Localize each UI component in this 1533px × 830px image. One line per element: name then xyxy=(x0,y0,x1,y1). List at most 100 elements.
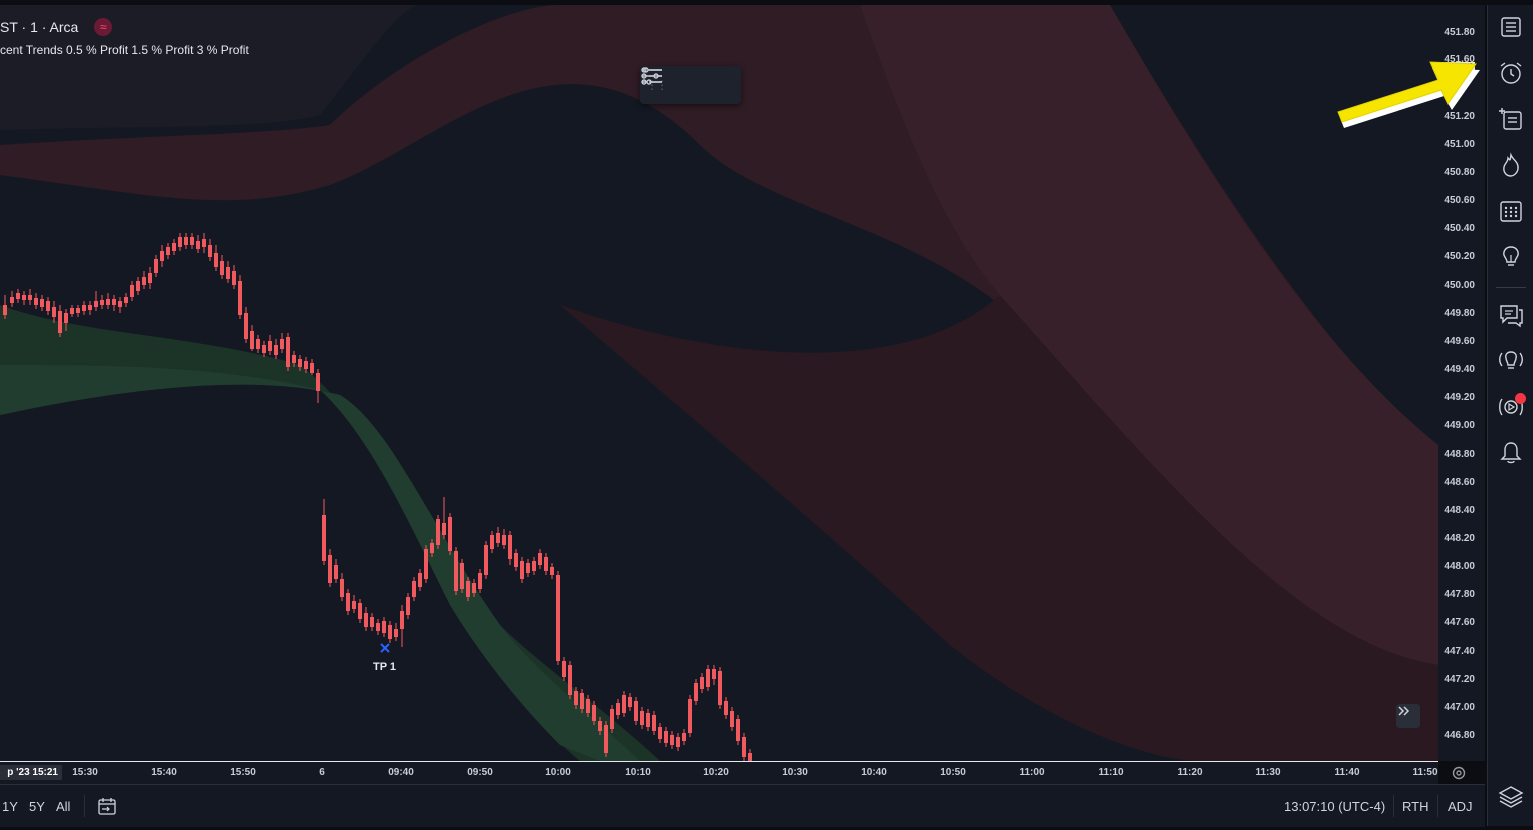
alerts-button[interactable] xyxy=(1493,55,1529,91)
chart-drawing xyxy=(0,5,1438,761)
time-axis[interactable]: p '23 15:21 15:30 15:40 15:50 6 09:40 09:50 10… xyxy=(0,761,1438,784)
hotlist-button[interactable] xyxy=(1493,147,1529,183)
candle-body xyxy=(538,553,542,565)
candle-body xyxy=(280,339,284,349)
adjust-button[interactable]: ADJ xyxy=(1448,799,1473,814)
time-tick-label: 11:50 xyxy=(1412,767,1438,778)
object-tree-panel-button[interactable] xyxy=(1493,779,1529,815)
time-tick-label: 10:00 xyxy=(545,767,571,778)
candle-body xyxy=(40,299,44,307)
candle-body xyxy=(748,753,752,761)
ideas-stream-icon xyxy=(1499,351,1523,369)
candle-body xyxy=(250,331,254,349)
candle-body xyxy=(142,277,146,285)
candle-body xyxy=(574,691,578,705)
time-tick-label: 15:40 xyxy=(151,767,177,778)
price-tick-label: 451.80 xyxy=(1444,27,1475,38)
symbol-legend[interactable]: ST · 1 · Arca ≈ xyxy=(0,18,113,36)
candle-body xyxy=(490,535,494,549)
axis-settings-button[interactable] xyxy=(1450,764,1470,782)
candle-body xyxy=(412,581,416,597)
range-all-button[interactable]: All xyxy=(56,799,71,814)
red-trend-band-lower xyxy=(560,295,1438,761)
ideas-stream-button[interactable] xyxy=(1493,343,1529,379)
candle-body xyxy=(10,297,14,303)
scroll-to-realtime-button[interactable] xyxy=(1396,704,1420,728)
candle-body xyxy=(550,567,554,575)
candle-body xyxy=(154,259,158,273)
candle-body xyxy=(652,715,656,731)
object-tree-button[interactable] xyxy=(641,67,736,99)
candle-body xyxy=(304,361,308,369)
time-tick-label: 10:40 xyxy=(861,767,887,778)
candle-body xyxy=(670,735,674,745)
streams-button[interactable] xyxy=(1493,389,1529,425)
candle-body xyxy=(46,301,50,311)
green-trend-band-inner xyxy=(0,365,640,761)
candle-body xyxy=(544,557,548,571)
time-tick-label: 11:40 xyxy=(1334,767,1360,778)
symbol-title[interactable]: ST · 1 · Arca xyxy=(0,19,79,35)
price-tick-label: 449.40 xyxy=(1444,364,1475,375)
double-chevron-right-icon xyxy=(1398,706,1410,716)
red-top-strip xyxy=(0,5,420,130)
goto-date-button[interactable] xyxy=(96,796,118,816)
candle-body xyxy=(262,345,266,353)
divider xyxy=(1496,287,1526,288)
chart-canvas[interactable]: ST · 1 · Arca ≈ cent Trends 0.5 % Profit… xyxy=(0,5,1438,761)
candle-body xyxy=(112,299,116,305)
watchlist-button[interactable] xyxy=(1493,9,1529,45)
object-settings-button[interactable] xyxy=(642,67,698,99)
price-tick-label: 451.20 xyxy=(1444,111,1475,122)
range-5y-button[interactable]: 5Y xyxy=(29,799,45,814)
price-tick-label: 448.00 xyxy=(1444,561,1475,572)
chats-button[interactable] xyxy=(1493,297,1529,333)
floating-toolbar: ⋮⋮ xyxy=(640,66,741,104)
candle-body xyxy=(586,699,590,713)
candle-body xyxy=(496,533,500,543)
candle-body xyxy=(358,603,362,619)
market-status-icon[interactable]: ≈ xyxy=(94,18,113,36)
price-tick-label: 449.00 xyxy=(1444,420,1475,431)
price-tick-label: 449.20 xyxy=(1444,392,1475,403)
clock-timezone[interactable]: 13:07:10 (UTC-4) xyxy=(1284,799,1386,814)
session-button[interactable]: RTH xyxy=(1402,799,1429,814)
candle-body xyxy=(3,305,7,315)
candle-body xyxy=(208,245,212,257)
candle-body xyxy=(214,253,218,267)
time-tick-label: 11:00 xyxy=(1019,767,1045,778)
indicator-legend[interactable]: cent Trends 0.5 % Profit 1.5 % Profit 3 … xyxy=(0,43,249,57)
calendar-goto-icon xyxy=(98,798,116,815)
add-list-button[interactable] xyxy=(1493,101,1529,137)
candle-body xyxy=(730,711,734,727)
price-tick-label: 448.60 xyxy=(1444,477,1475,488)
candle-body xyxy=(418,573,422,587)
candle-body xyxy=(52,307,56,317)
candle-body xyxy=(124,297,128,303)
notifications-bell-icon xyxy=(1500,442,1522,464)
candle-body xyxy=(196,241,200,249)
candle-body xyxy=(178,237,182,247)
time-tick-label: 11:30 xyxy=(1255,767,1281,778)
candle-body xyxy=(526,563,530,573)
tp-marker xyxy=(380,643,390,653)
candle-body xyxy=(340,579,344,597)
candle-body xyxy=(172,243,176,251)
price-tick-label: 450.20 xyxy=(1444,251,1475,262)
candle-body xyxy=(712,669,716,679)
ideas-button[interactable] xyxy=(1493,239,1529,275)
notifications-button[interactable] xyxy=(1493,435,1529,471)
price-tick-label: 448.20 xyxy=(1444,533,1475,544)
candle-body xyxy=(592,705,596,721)
candle-body xyxy=(310,363,314,373)
candle-body xyxy=(28,295,32,300)
candle-body xyxy=(226,267,230,279)
divider xyxy=(84,795,85,817)
candle-body xyxy=(454,551,458,591)
range-1y-button[interactable]: 1Y xyxy=(2,799,18,814)
calendar-button[interactable] xyxy=(1493,193,1529,229)
candle-body xyxy=(88,305,92,310)
candle-body xyxy=(322,515,326,561)
tp-label: TP 1 xyxy=(373,661,397,673)
calendar-icon xyxy=(1500,201,1522,222)
